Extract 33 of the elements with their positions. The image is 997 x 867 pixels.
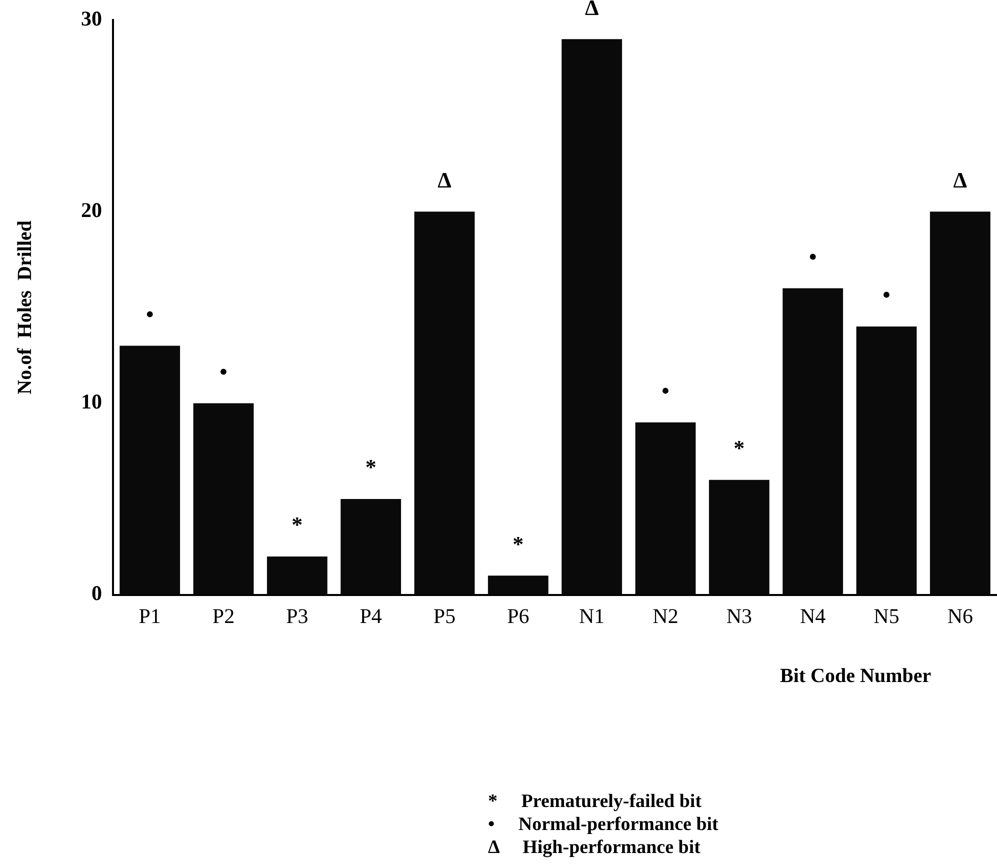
annotation: • <box>146 301 154 326</box>
annotation: Δ <box>438 167 452 192</box>
annotation: • <box>662 378 670 404</box>
x-tick-label: N4 <box>800 604 826 628</box>
annotation: * <box>365 454 376 480</box>
text: Δ High-performance bit <box>488 836 702 859</box>
x-tick-label: P5 <box>433 604 456 628</box>
x-tick-label: N3 <box>726 604 752 628</box>
x-tick-label: N5 <box>874 604 900 628</box>
annotation: • <box>220 358 228 384</box>
x-tick-label: N2 <box>652 604 678 628</box>
x-tick-label: N6 <box>947 604 974 628</box>
text: * Prematurely-failed bit <box>488 790 703 813</box>
x-tick-label: P2 <box>212 604 235 628</box>
x-tick-label: P4 <box>360 604 382 628</box>
y-axis-title: No.of Holes Drilled <box>14 220 36 394</box>
y-tick-label: 10 <box>81 390 102 414</box>
annotation: • <box>882 282 890 308</box>
text: • Normal-performance bit <box>488 813 718 836</box>
annotation: Δ <box>953 167 968 192</box>
y-tick-label: 30 <box>81 6 102 30</box>
x-tick-label: P3 <box>286 604 308 628</box>
x-tick-label: P6 <box>507 604 530 628</box>
annotation: * <box>734 436 745 461</box>
x-axis-title: Bit Code Number <box>780 665 932 688</box>
y-tick-label: 0 <box>92 581 102 606</box>
y-tick-label: 20 <box>81 198 102 222</box>
annotation: * <box>512 531 524 556</box>
annotation: * <box>292 512 303 538</box>
annotation: • <box>808 244 817 269</box>
x-tick-label: P1 <box>138 604 161 628</box>
annotation: Δ <box>584 0 599 20</box>
x-tick-label: N1 <box>578 604 605 628</box>
